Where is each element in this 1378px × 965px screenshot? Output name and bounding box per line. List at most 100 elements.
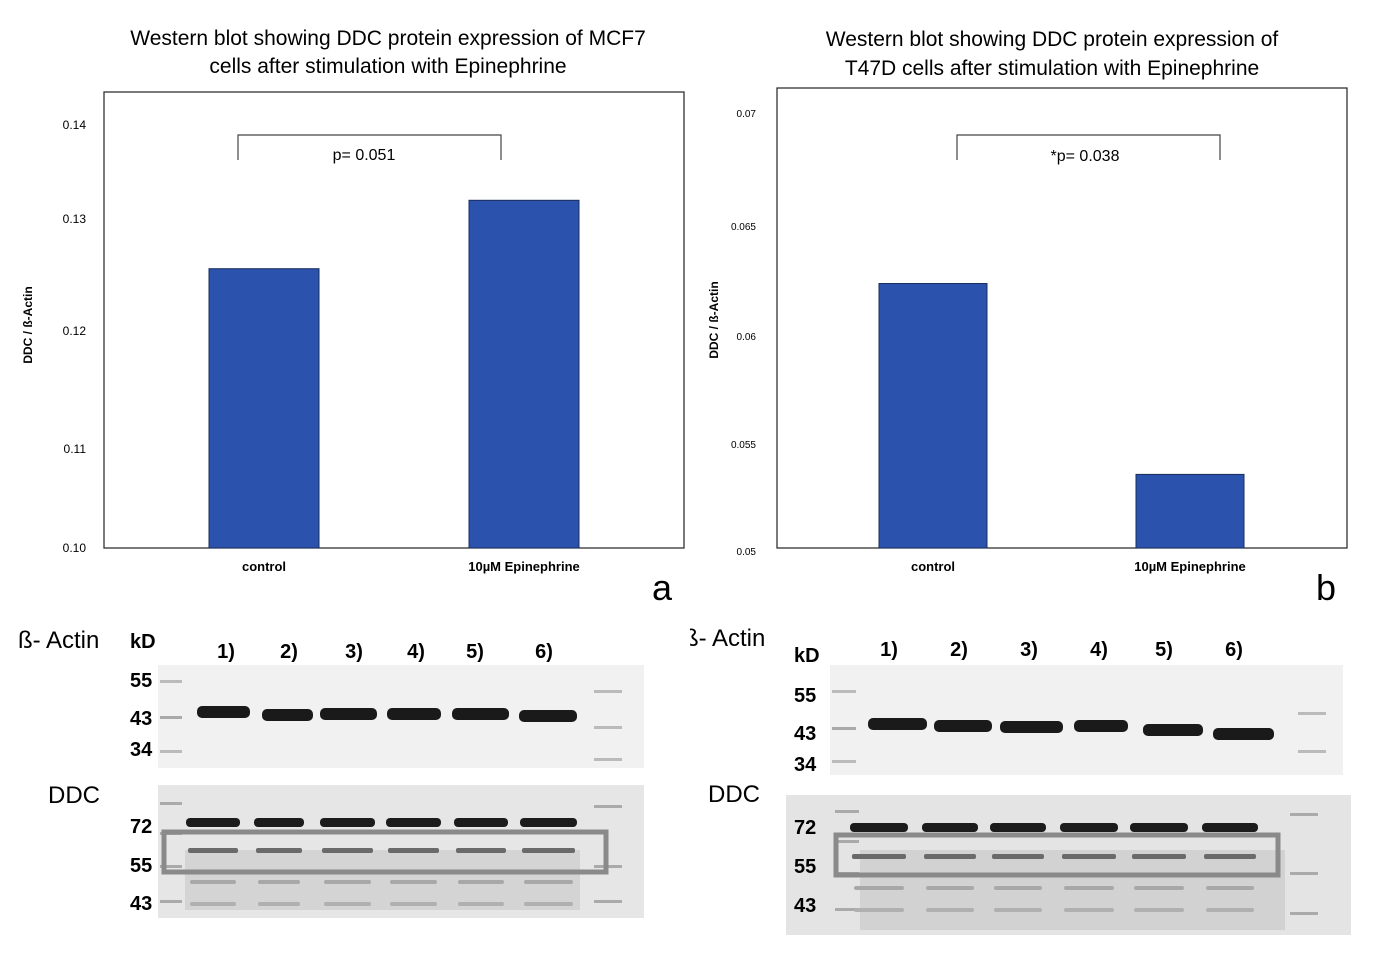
- ddc-band-faint: [926, 886, 974, 890]
- ladder-left-actin: [160, 680, 182, 683]
- y-tick-label: 0.065: [731, 222, 756, 233]
- actin-band: [934, 720, 992, 732]
- lane-label: 3): [345, 641, 363, 663]
- ddc-band-72: [990, 823, 1046, 832]
- x-tick-label: 10µM Epinephrine: [1134, 559, 1246, 574]
- actin-band: [1074, 720, 1128, 732]
- ladder-right-ddc: [1290, 872, 1318, 875]
- actin-band: [320, 708, 377, 720]
- ladder-right-ddc: [1290, 912, 1318, 915]
- marker-kd-label: 43: [130, 893, 152, 915]
- actin-label: ß- Actin: [690, 625, 765, 652]
- kd-label: kD: [794, 645, 820, 667]
- actin-label: ß- Actin: [18, 627, 99, 654]
- ladder-right-ddc: [1290, 813, 1318, 816]
- ladder-right-ddc: [594, 805, 622, 808]
- ddc-band-faint: [1206, 908, 1254, 912]
- ddc-band-faint: [390, 902, 437, 906]
- y-axis-label: DDC / ß-Actin: [21, 286, 35, 363]
- actin-band: [868, 718, 927, 730]
- y-ticks: 0.10 0.11 0.12 0.13 0.14: [63, 118, 87, 555]
- bar-control: [208, 268, 320, 549]
- highlight-box: [161, 829, 609, 875]
- ddc-band-72: [850, 823, 908, 832]
- ddc-band-55: [1132, 854, 1186, 859]
- ddc-band-faint: [258, 902, 300, 906]
- ladder-right-ddc: [594, 900, 622, 903]
- ddc-band-faint: [324, 902, 371, 906]
- ddc-band-faint: [1064, 886, 1114, 890]
- ddc-band-faint: [854, 886, 904, 890]
- ddc-band-72: [254, 818, 304, 827]
- lane-label: 5): [1155, 639, 1173, 661]
- ddc-band-55: [388, 848, 439, 853]
- ddc-band-faint: [258, 880, 300, 884]
- chart-a: Western blot showing DDC protein express…: [21, 27, 685, 608]
- ddc-smear: [185, 850, 580, 910]
- ddc-band-faint: [926, 908, 974, 912]
- ddc-band-faint: [458, 880, 504, 884]
- ddc-band-faint: [1134, 886, 1184, 890]
- ddc-band-55: [992, 854, 1044, 859]
- actin-band: [1000, 721, 1063, 733]
- ddc-label: DDC: [708, 781, 760, 808]
- significance-label: p= 0.051: [333, 147, 396, 164]
- marker-kd-label: 72: [130, 816, 152, 838]
- ddc-bands: [850, 823, 1258, 912]
- ladder-left-ddc: [835, 908, 859, 911]
- highlight-box: [833, 832, 1281, 878]
- marker-kd-label: 55: [794, 685, 816, 707]
- ddc-band-faint: [524, 902, 573, 906]
- ddc-label: DDC: [48, 782, 100, 809]
- bar-epinephrine: [468, 199, 580, 549]
- ddc-band-faint: [854, 908, 904, 912]
- ddc-bands: [186, 818, 577, 906]
- marker-kd-label: 43: [130, 708, 152, 730]
- y-tick-label: 0.13: [63, 212, 87, 226]
- ddc-band-72: [1202, 823, 1258, 832]
- panel-letter-b: b: [1316, 567, 1336, 608]
- lane-label: 6): [1225, 639, 1243, 661]
- ddc-band-55: [456, 848, 506, 853]
- actin-bands: [197, 706, 577, 722]
- y-tick-label: 0.07: [737, 109, 757, 120]
- significance-bracket: [956, 134, 1221, 160]
- actin-band: [197, 706, 250, 718]
- lane-label: 4): [1090, 639, 1108, 661]
- ddc-band-72: [386, 818, 441, 827]
- lane-label: 6): [535, 641, 553, 663]
- y-tick-label: 0.14: [63, 118, 87, 132]
- marker-kd-label: 55: [130, 670, 152, 692]
- significance-label: *p= 0.038: [1051, 148, 1120, 165]
- y-ticks: 0.05 0.055 0.06 0.065 0.07: [731, 109, 756, 558]
- lane-label: 1): [880, 639, 898, 661]
- x-tick-label: 10µM Epinephrine: [468, 559, 580, 574]
- chart-title-line-1: Western blot showing DDC protein express…: [130, 27, 646, 50]
- ddc-band-72: [922, 823, 978, 832]
- y-tick-label: 0.05: [737, 547, 757, 558]
- chart-title-line-2: cells after stimulation with Epinephrine: [209, 55, 566, 78]
- actin-band: [387, 708, 441, 720]
- y-tick-label: 0.11: [64, 442, 87, 456]
- y-axis-label: DDC / ß-Actin: [707, 281, 721, 358]
- y-tick-label: 0.06: [737, 332, 757, 343]
- marker-kd-label: 34: [130, 739, 153, 761]
- ladder-left-ddc: [835, 810, 859, 813]
- ddc-band-72: [1060, 823, 1118, 832]
- ladder-right-actin: [1298, 750, 1326, 753]
- marker-kd-label: 72: [794, 817, 816, 839]
- ddc-band-55: [924, 854, 976, 859]
- ladder-left-actin: [832, 760, 856, 763]
- chart-title-line-2: T47D cells after stimulation with Epinep…: [845, 57, 1259, 80]
- y-tick-label: 0.055: [731, 440, 756, 451]
- western-blot-a: ß- Actin kD DDC 1) 2) 3) 4) 5) 6) 55 43 34 72 55…: [18, 627, 644, 918]
- bars: [878, 283, 1245, 549]
- ladder-left-ddc: [160, 802, 182, 805]
- actin-markers: 55 43 34: [794, 685, 817, 776]
- ladder-left-ddc: [160, 900, 182, 903]
- plot-frame: [103, 91, 685, 549]
- x-tick-labels: control 10µM Epinephrine: [242, 559, 580, 574]
- lane-label: 4): [407, 641, 425, 663]
- marker-kd-label: 43: [794, 723, 816, 745]
- ddc-band-55: [522, 848, 575, 853]
